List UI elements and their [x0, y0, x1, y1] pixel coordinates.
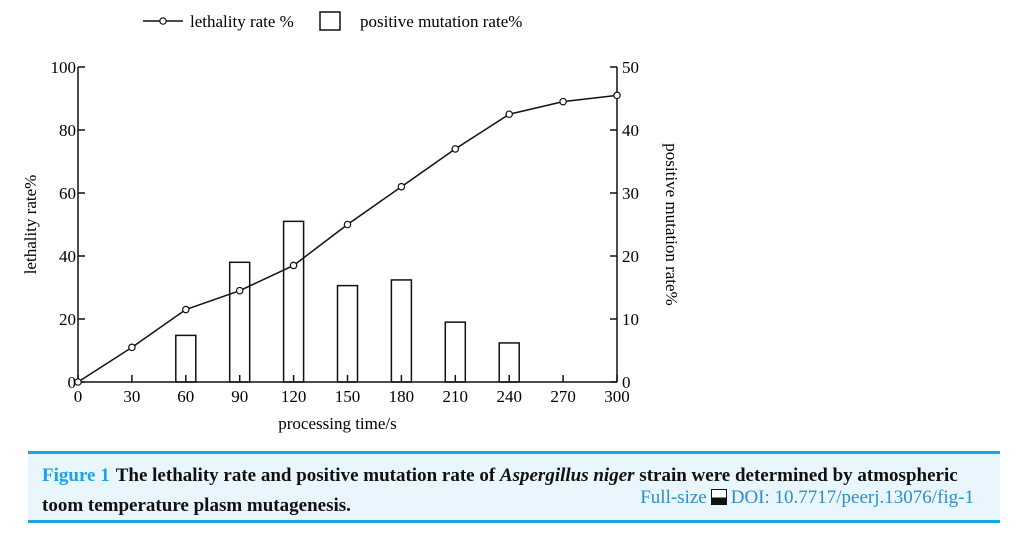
y-tick-label-left: 40 — [59, 247, 76, 266]
y-tick-label-right: 50 — [622, 58, 639, 77]
x-tick-label: 180 — [389, 387, 415, 406]
x-tick-label: 150 — [335, 387, 361, 406]
lethality-point — [559, 97, 567, 106]
bar — [390, 279, 413, 383]
y-tick-label-right: 30 — [622, 184, 639, 203]
chart: 0 30 60 90 120 150 180 210 240 270 300020406080100… — [21, 11, 681, 433]
lethality-line — [77, 94, 618, 383]
y-tick-label-left: 100 — [51, 58, 77, 77]
image-icon[interactable] — [710, 489, 727, 505]
y-tick-label-left: 0 — [68, 373, 77, 392]
x-tick-label: 60 — [177, 387, 194, 406]
caption-text-2: strain were determined by atmospheric to… — [42, 465, 958, 516]
lethality-point — [289, 261, 298, 270]
lethality-point — [613, 91, 621, 100]
x-tick-label: 120 — [281, 387, 307, 406]
y-tick-label-left: 60 — [59, 184, 76, 203]
lethality-point — [182, 305, 190, 314]
y-tick-label-right: 10 — [622, 310, 639, 329]
figure-label: Figure 1 — [42, 465, 110, 486]
x-tick-label: 90 — [231, 387, 248, 406]
y-tick-label-left: 20 — [59, 310, 76, 329]
bar — [228, 261, 251, 383]
x-tick-label: 300 — [604, 387, 630, 406]
y-tick-label-left: 80 — [59, 121, 76, 140]
doi-link[interactable]: DOI: 10.7717/peerj.13076/fig-1 — [730, 487, 974, 508]
y-tick-label-right: 20 — [622, 247, 639, 266]
caption-text-1: The lethality rate and positive mutation… — [115, 465, 500, 486]
caption-links: Full-size DOI: 10.7717/peerj.13076/fig-1 — [640, 483, 974, 513]
lethality-point — [343, 220, 352, 229]
y-axis-label-right: positive mutation rate% — [662, 143, 681, 305]
lethality-point — [505, 110, 514, 119]
lethality-point — [74, 378, 82, 386]
fullsize-link[interactable]: Full-size — [640, 487, 707, 508]
legend-bar-icon — [319, 11, 341, 31]
bar — [282, 220, 305, 383]
x-tick-label: 0 — [74, 387, 83, 406]
lethality-point — [397, 182, 406, 191]
legend-label-mutation: positive mutation rate% — [360, 12, 522, 31]
caption-text: The lethality rate and positive mutation… — [42, 465, 958, 516]
lethality-point — [235, 286, 244, 295]
bar — [444, 321, 467, 383]
x-tick-label: 30 — [123, 387, 140, 406]
legend-label-lethality: lethality rate % — [190, 12, 294, 31]
x-tick-label: 270 — [550, 387, 576, 406]
bar — [336, 284, 359, 383]
x-tick-label: 240 — [496, 387, 522, 406]
species-name: Aspergillus niger — [499, 465, 635, 486]
lethality-point — [451, 145, 460, 153]
lethality-point — [128, 343, 136, 352]
x-tick-label: 210 — [443, 387, 469, 406]
x-axis-label: processing time/s — [278, 414, 397, 433]
legend-marker-icon — [159, 17, 167, 25]
y-tick-label-right: 40 — [622, 121, 639, 140]
y-axis-label-left: lethality rate% — [21, 175, 40, 275]
y-tick-label-right: 0 — [622, 373, 631, 392]
figure-caption: Figure 1 The lethality rate and positive … — [28, 451, 1000, 523]
